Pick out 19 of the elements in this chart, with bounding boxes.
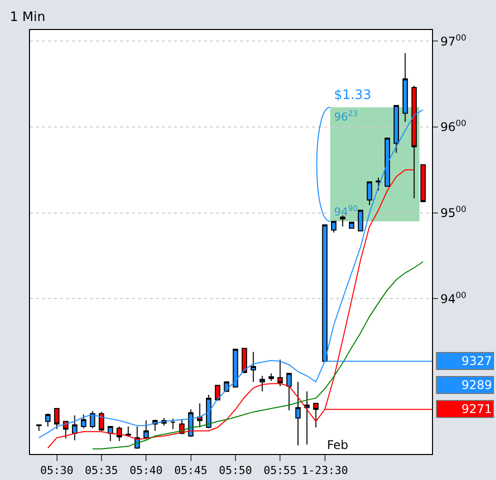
annotation: 94$^{90}$ <box>334 204 358 219</box>
x-tick-label: 05:55 <box>264 464 297 478</box>
annotation: 96$^{23}$ <box>334 109 358 124</box>
band-label: $1.33 <box>334 88 372 103</box>
ref-line-label: 9271 <box>461 402 492 416</box>
x-tick-label: 05:40 <box>130 464 163 478</box>
annotation: Feb <box>327 438 348 452</box>
x-tick-label: 05:45 <box>174 464 208 478</box>
y-tick-label: 94$^{00}$ <box>440 290 466 306</box>
x-tick-label: 05:30 <box>40 464 74 478</box>
text: 9289 <box>461 378 492 392</box>
y-tick-label: 96$^{00}$ <box>440 118 466 134</box>
y-tick-label: 97$^{00}$ <box>440 32 466 48</box>
x-tick-label: 05:50 <box>218 464 252 478</box>
ref-line-label: 9327 <box>461 354 492 368</box>
chart-title: 1 Min <box>10 10 46 26</box>
x-tick-label: 1-23:30 <box>302 464 348 478</box>
x-tick-label: 05:35 <box>84 464 118 478</box>
y-tick-label: 95$^{00}$ <box>440 204 466 220</box>
